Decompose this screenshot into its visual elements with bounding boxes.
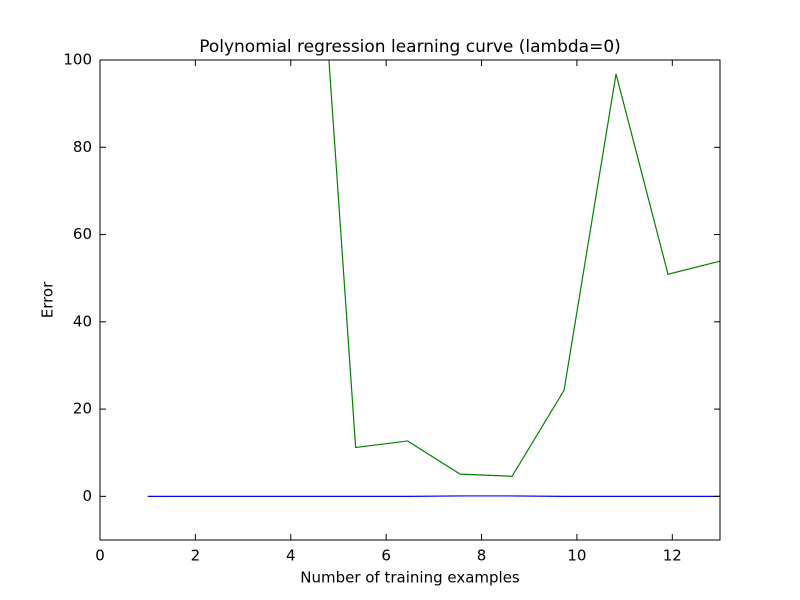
- y-tick-label: 60: [73, 225, 92, 243]
- x-axis-label: Number of training examples: [300, 569, 520, 587]
- chart-title: Polynomial regression learning curve (la…: [199, 37, 621, 57]
- x-tick-label: 6: [381, 547, 391, 565]
- x-tick-label: 8: [477, 547, 487, 565]
- x-tick-label: 2: [191, 547, 201, 565]
- x-tick-label: 10: [567, 547, 586, 565]
- axes-frame: [99, 59, 721, 541]
- plot-area: [147, 60, 720, 497]
- x-tick-label: 4: [286, 547, 296, 565]
- line-series: [328, 60, 720, 477]
- y-tick-label: 40: [73, 312, 92, 330]
- y-tick-label: 80: [73, 138, 92, 156]
- y-axis-label: Error: [39, 281, 57, 318]
- y-tick-label: 0: [82, 487, 92, 505]
- x-tick-label: 12: [663, 547, 682, 565]
- y-tick-label: 100: [63, 51, 92, 69]
- x-tick-label: 0: [95, 547, 105, 565]
- y-tick-label: 20: [73, 400, 92, 418]
